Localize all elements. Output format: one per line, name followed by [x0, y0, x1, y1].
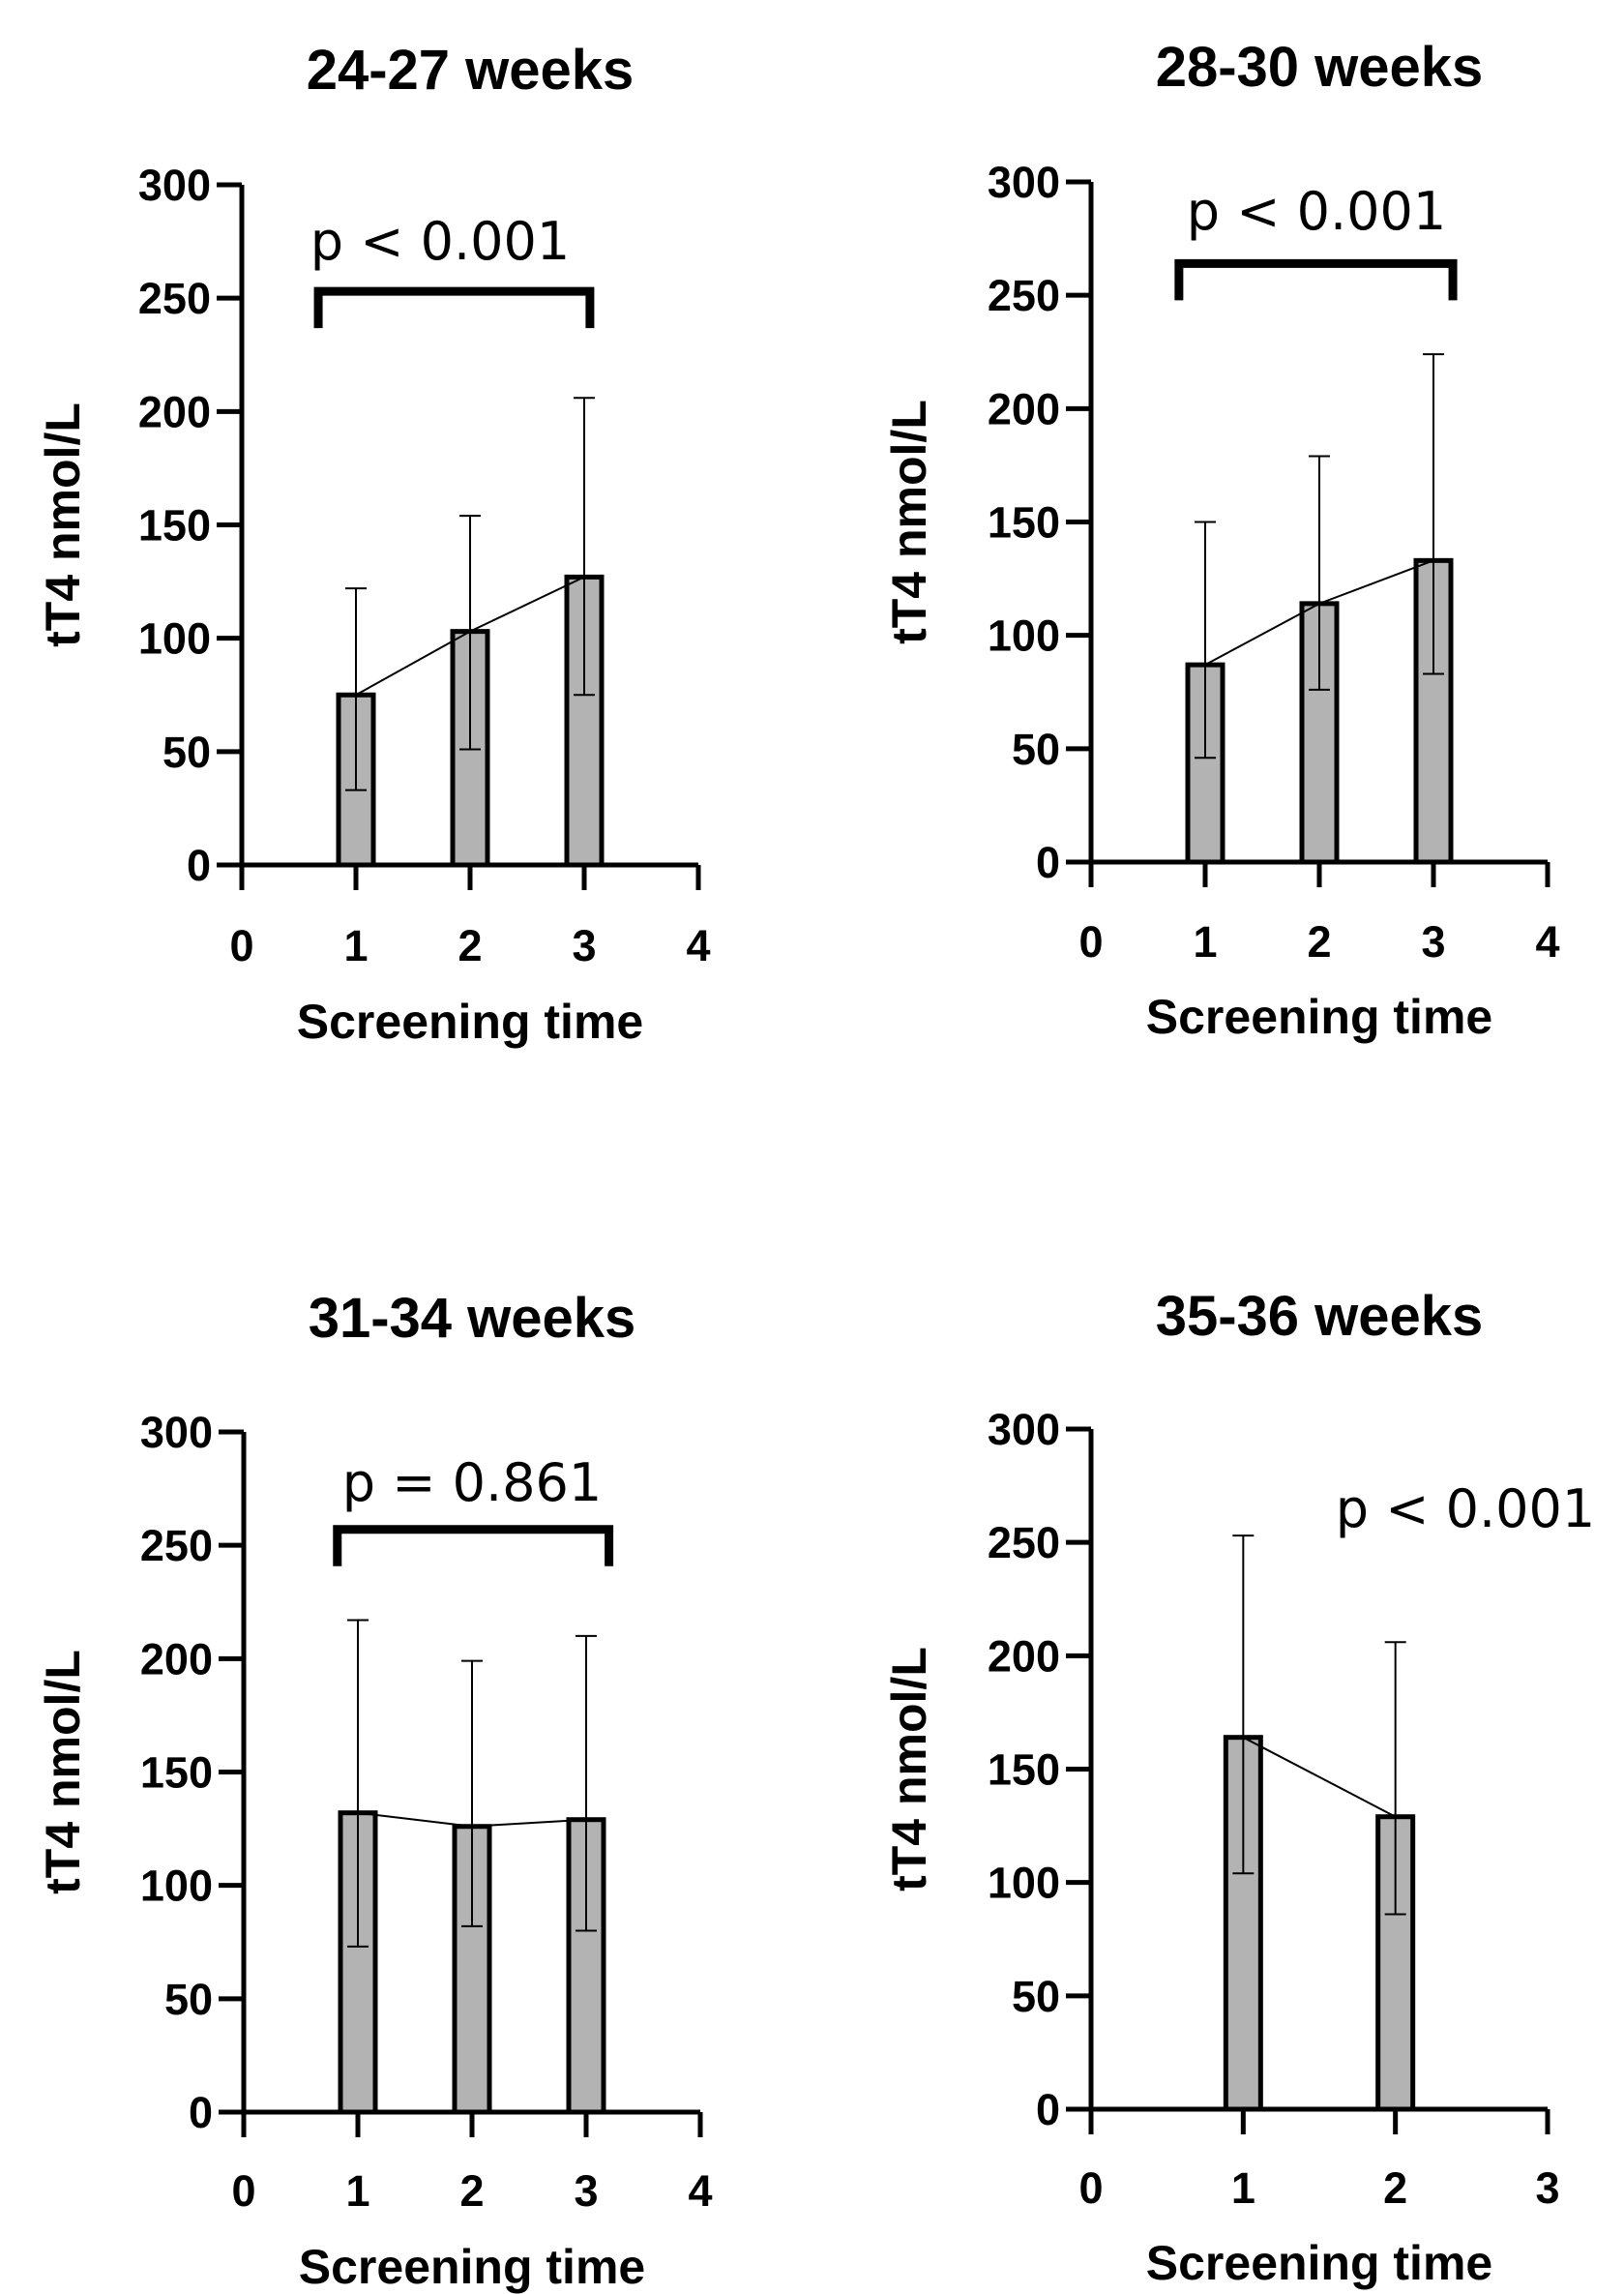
x-axis-label: Screening time	[299, 2240, 645, 2294]
x-axis-label: Screening time	[1146, 990, 1492, 1044]
y-tick-label: 250	[988, 271, 1060, 320]
y-tick-label: 200	[140, 1634, 213, 1683]
chart-title: 24-27 weeks	[307, 39, 635, 102]
y-tick-label: 150	[140, 1748, 213, 1798]
y-tick-label: 300	[138, 161, 211, 210]
x-tick-label: 3	[1421, 917, 1445, 967]
y-tick-label: 50	[164, 1975, 213, 2024]
y-tick-label: 300	[988, 158, 1060, 207]
y-tick-label: 100	[988, 1859, 1060, 1908]
mean-trend-line	[1204, 559, 1434, 667]
y-tick-label: 250	[988, 1518, 1060, 1567]
y-tick-label: 200	[138, 387, 211, 436]
significance-bracket	[333, 1525, 614, 1566]
y-axis-label: tT4 nmol/L	[36, 1650, 90, 1894]
y-tick-label: 250	[140, 1521, 213, 1570]
y-axis-label: tT4 nmol/L	[882, 1647, 936, 1892]
p-value-annotation: p < 0.001	[1187, 181, 1446, 242]
mean-trend-line	[357, 1811, 587, 1828]
x-tick-label: 2	[1307, 917, 1331, 967]
y-tick-label: 150	[988, 1745, 1060, 1795]
significance-bracket	[1174, 258, 1458, 301]
y-tick-label: 100	[988, 611, 1060, 661]
y-tick-label: 150	[138, 501, 211, 551]
y-tick-label: 0	[1036, 838, 1060, 887]
chart-panel-24-27: 24-27 weeks 0 50 100 150 200 250 300 0 1 2 3 4 Screen…	[36, 39, 711, 1049]
y-tick-label: 300	[988, 1405, 1060, 1454]
y-axis-label: tT4 nmol/L	[882, 400, 936, 644]
y-tick-label: 0	[1036, 2085, 1060, 2134]
mean-trend-line	[355, 576, 585, 697]
chart-panel-28-30: 28-30 weeks 0 50 100 150 200 250 300 0 1 2 3 4 Screen…	[882, 36, 1560, 1044]
x-tick-label: 2	[1383, 2163, 1407, 2213]
x-tick-label: 0	[1078, 2163, 1103, 2213]
chart-panel-31-34: 31-34 weeks 0 50 100 150 200 250 300 0 1 2 3 4 Screen…	[36, 1287, 713, 2294]
x-tick-label: 1	[1231, 2163, 1255, 2213]
x-tick-label: 2	[459, 2166, 484, 2216]
y-tick-label: 100	[140, 1862, 213, 1911]
chart-title: 35-36 weeks	[1156, 1285, 1484, 1348]
y-tick-label: 50	[1012, 1972, 1060, 2021]
y-tick-label: 0	[187, 841, 211, 890]
chart-panel-35-36: 35-36 weeks 0 50 100 150 200 250 300 0 1 2 3 Screeni…	[882, 1285, 1595, 2290]
x-tick-label: 2	[458, 921, 482, 970]
x-tick-label: 0	[231, 2166, 255, 2216]
y-axis-label: tT4 nmol/L	[36, 402, 90, 647]
x-tick-label: 0	[1078, 917, 1103, 967]
x-tick-label: 0	[229, 921, 253, 970]
x-tick-label: 1	[343, 921, 368, 970]
x-tick-label: 3	[572, 921, 596, 970]
mean-trend-line	[1242, 1736, 1397, 1818]
x-tick-label: 3	[574, 2166, 598, 2216]
y-tick-label: 50	[162, 728, 211, 777]
p-value-annotation: p < 0.001	[1336, 1478, 1595, 1539]
x-tick-label: 4	[1535, 917, 1559, 967]
x-tick-label: 3	[1535, 2163, 1559, 2213]
x-tick-label: 4	[688, 2166, 712, 2216]
x-tick-label: 4	[686, 921, 710, 970]
y-tick-label: 150	[988, 498, 1060, 548]
y-tick-label: 300	[140, 1408, 213, 1457]
y-tick-label: 100	[138, 614, 211, 664]
significance-bracket	[313, 286, 595, 329]
p-value-annotation: p < 0.001	[310, 211, 570, 272]
x-tick-label: 1	[1193, 917, 1217, 967]
y-tick-label: 200	[988, 1631, 1060, 1681]
y-tick-label: 200	[988, 384, 1060, 433]
x-axis-label: Screening time	[297, 995, 643, 1049]
y-tick-label: 0	[189, 2088, 213, 2137]
x-axis-label: Screening time	[1146, 2236, 1492, 2290]
chart-title: 31-34 weeks	[309, 1287, 636, 1350]
y-tick-label: 50	[1012, 725, 1060, 774]
p-value-annotation: p = 0.861	[342, 1452, 602, 1513]
x-tick-label: 1	[345, 2166, 369, 2216]
chart-title: 28-30 weeks	[1156, 36, 1484, 99]
y-tick-label: 250	[138, 274, 211, 323]
